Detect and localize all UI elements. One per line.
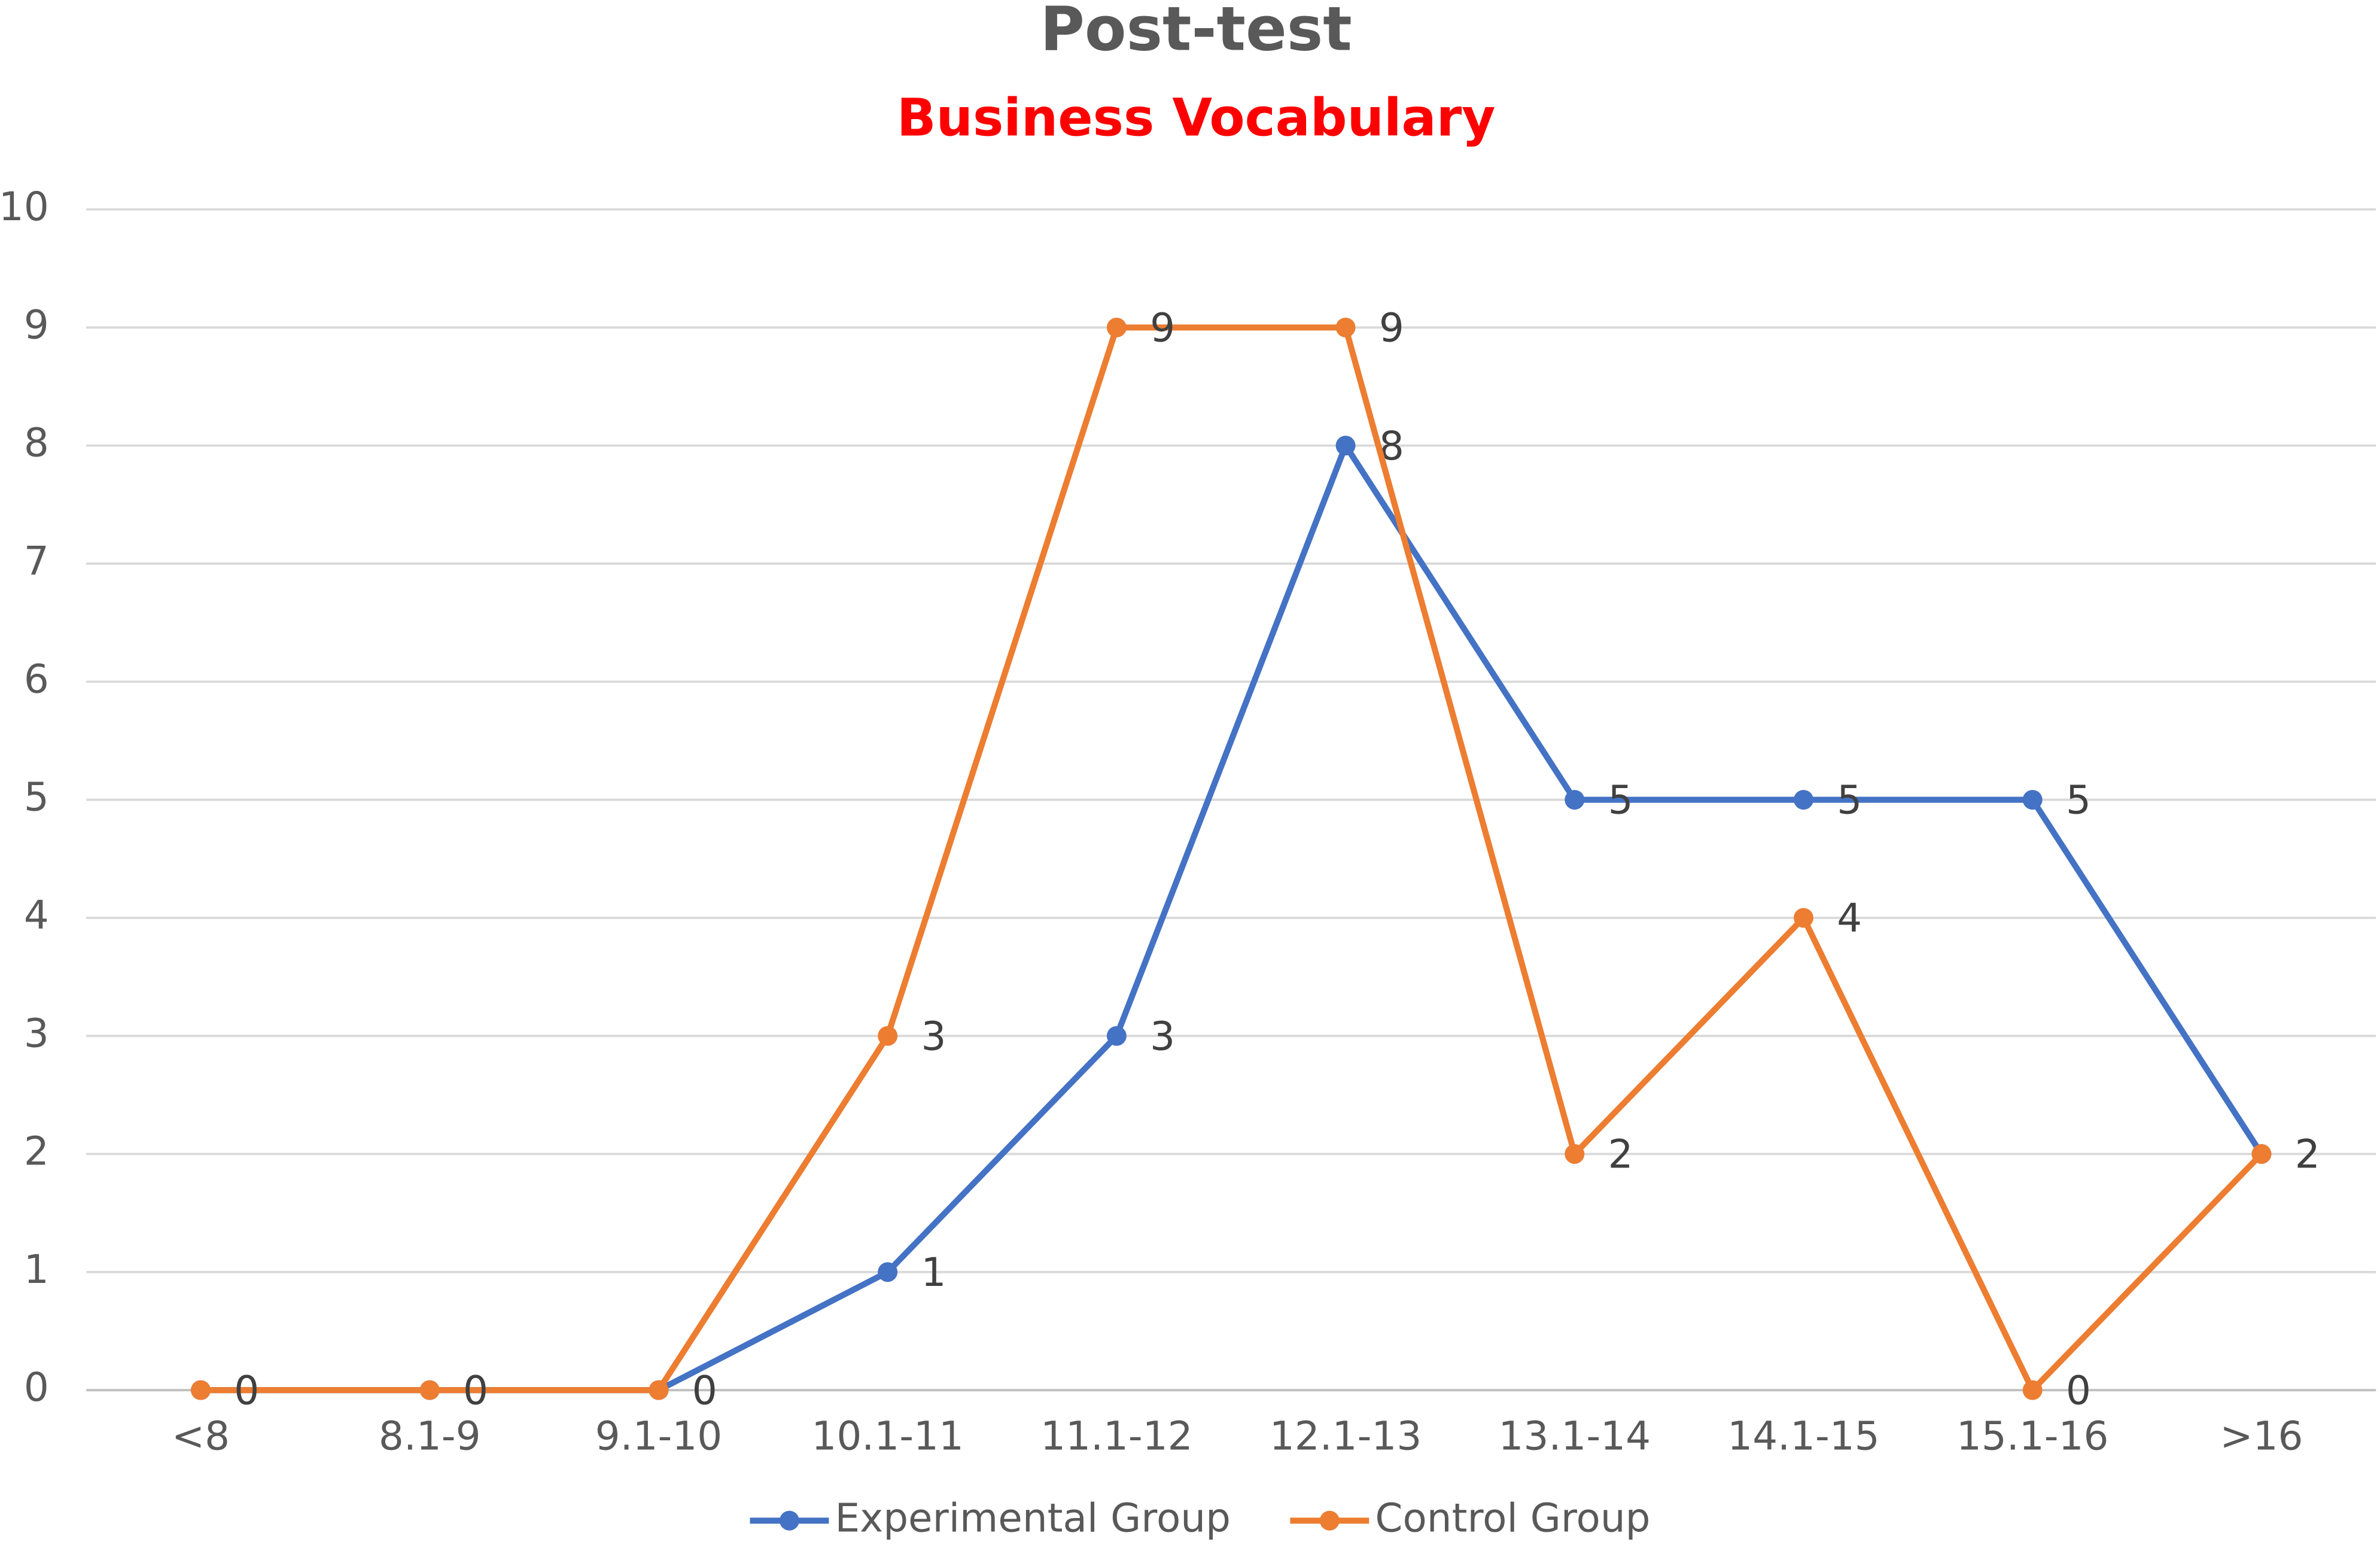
data-label: 1 xyxy=(921,1249,946,1295)
data-label: 9 xyxy=(1379,305,1404,351)
point xyxy=(1565,1144,1585,1164)
y-tick-label: 1 xyxy=(24,1246,49,1292)
y-tick-label: 8 xyxy=(24,420,49,466)
x-tick-label: >16 xyxy=(2220,1413,2303,1459)
series-line xyxy=(200,324,2264,1394)
data-label: 9 xyxy=(1150,305,1175,351)
point xyxy=(2251,1144,2272,1164)
y-tick-label: 0 xyxy=(24,1364,49,1410)
y-tick-label: 9 xyxy=(24,302,49,348)
x-tick-label: 15.1-16 xyxy=(1956,1413,2109,1459)
point xyxy=(1565,790,1585,810)
point xyxy=(878,1262,898,1282)
y-tick-label: 10 xyxy=(0,184,49,230)
legend-label: Control Group xyxy=(1375,1495,1650,1541)
legend-marker xyxy=(779,1510,799,1531)
x-tick-label: <8 xyxy=(172,1413,230,1459)
point xyxy=(1106,1026,1127,1046)
chart-title: Post-test xyxy=(1040,0,1352,65)
x-tick-label: 12.1-13 xyxy=(1270,1413,1422,1459)
point xyxy=(1794,790,1813,810)
point xyxy=(191,1380,211,1400)
data-label: 5 xyxy=(1608,777,1633,823)
x-tick-label: 10.1-11 xyxy=(811,1413,964,1459)
chart-subtitle: Business Vocabulary xyxy=(897,88,1496,148)
point xyxy=(1106,317,1127,337)
point xyxy=(1335,436,1356,456)
data-label: 2 xyxy=(1608,1132,1633,1178)
data-label: 0 xyxy=(234,1367,259,1413)
y-tick-label: 3 xyxy=(24,1010,49,1056)
legend-marker xyxy=(1319,1510,1340,1531)
point xyxy=(878,1026,898,1046)
data-label: 0 xyxy=(692,1367,717,1413)
data-label: 5 xyxy=(1837,777,1862,823)
x-tick-label: 9.1-10 xyxy=(595,1413,723,1459)
point xyxy=(649,1380,669,1400)
legend-label: Experimental Group xyxy=(835,1495,1231,1541)
y-tick-label: 6 xyxy=(24,656,49,702)
data-label: 3 xyxy=(921,1013,946,1059)
x-tick-label: 13.1-14 xyxy=(1499,1413,1651,1459)
y-tick-label: 5 xyxy=(24,774,49,820)
data-label: 4 xyxy=(1837,895,1862,941)
y-tick-label: 4 xyxy=(24,892,49,938)
data-label: 0 xyxy=(692,1367,717,1413)
point xyxy=(2022,1380,2043,1400)
y-tick-label: 2 xyxy=(24,1129,49,1175)
point xyxy=(1335,317,1356,337)
x-tick-label: 14.1-15 xyxy=(1727,1413,1880,1459)
point xyxy=(1794,908,1813,928)
x-tick-label: 11.1-12 xyxy=(1040,1413,1193,1459)
data-label: 0 xyxy=(463,1367,488,1413)
data-label: 3 xyxy=(1150,1013,1175,1059)
point xyxy=(2022,790,2043,810)
data-label: 5 xyxy=(2066,777,2091,823)
point xyxy=(419,1380,440,1400)
data-label: 2 xyxy=(2295,1132,2320,1178)
data-label: 0 xyxy=(2066,1367,2091,1413)
x-tick-label: 8.1-9 xyxy=(379,1413,481,1459)
y-tick-label: 7 xyxy=(24,538,49,584)
data-label: 2 xyxy=(2295,1132,2320,1178)
